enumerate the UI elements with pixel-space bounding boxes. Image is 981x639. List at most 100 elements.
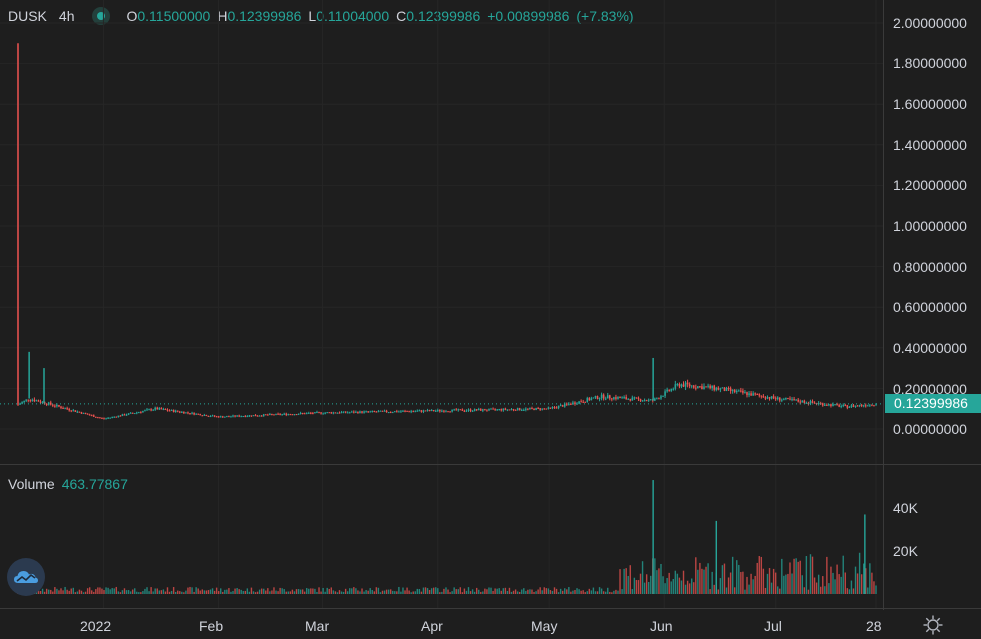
candle-body	[181, 411, 183, 413]
volume-bar	[160, 590, 163, 594]
volume-bar	[541, 590, 543, 594]
volume-bar	[168, 591, 171, 594]
volume-bar	[285, 591, 287, 594]
volume-bar	[195, 587, 197, 594]
candle-body	[242, 416, 245, 418]
candle-body	[404, 410, 406, 412]
volume-bar	[570, 591, 572, 594]
volume-bar	[332, 590, 335, 594]
volume-bar	[779, 588, 781, 594]
candle-body	[17, 404, 19, 406]
candle-body	[27, 399, 30, 401]
volume-bar	[396, 591, 398, 594]
candle-body	[68, 409, 70, 411]
price-chart-canvas[interactable]	[0, 0, 883, 608]
volume-bar	[555, 588, 558, 594]
candle-body	[150, 409, 152, 411]
candle-body	[326, 412, 329, 414]
candle-body	[772, 396, 775, 399]
gear-icon[interactable]	[922, 614, 944, 636]
candle-body	[602, 394, 605, 399]
candle-body	[297, 414, 300, 416]
volume-bar	[658, 568, 660, 594]
candle-body	[406, 410, 408, 412]
price-tick: 0.20000000	[893, 381, 967, 397]
volume-bar	[625, 568, 627, 594]
volume-bar	[398, 586, 400, 594]
candle-body	[832, 404, 834, 407]
candle-body	[305, 413, 308, 415]
volume-bar	[64, 586, 66, 594]
volume-bar	[60, 588, 62, 594]
candle-body	[803, 400, 806, 403]
candle-body	[250, 415, 253, 417]
volume-bar	[328, 588, 330, 594]
volume-bar	[424, 587, 427, 594]
volume-bar	[445, 587, 447, 594]
candle-body	[770, 396, 773, 399]
volume-bar	[279, 587, 281, 594]
candle-body	[109, 417, 111, 419]
candle-body	[541, 408, 544, 410]
candle-body	[443, 410, 445, 412]
volume-bar	[752, 579, 754, 594]
volume-bar	[371, 590, 373, 594]
volume-bar	[74, 592, 77, 594]
volume-bar	[828, 583, 830, 594]
candle-body	[459, 409, 462, 411]
tradingview-logo-icon[interactable]	[7, 558, 45, 596]
volume-bar	[670, 581, 672, 594]
volume-bar	[805, 556, 808, 594]
close-value: 0.12399986	[406, 8, 481, 24]
volume-bar	[338, 590, 341, 594]
candle-body	[678, 384, 681, 387]
candle-body	[801, 400, 804, 403]
candle-body	[174, 410, 177, 413]
candle-body	[162, 408, 165, 410]
candle-body	[838, 404, 840, 407]
volume-bar	[39, 591, 42, 594]
candle-body	[787, 397, 789, 399]
volume-bar	[551, 590, 554, 594]
volume-bar	[439, 592, 441, 594]
candle-body	[336, 412, 339, 414]
candle-body	[396, 411, 398, 413]
candle-body	[90, 415, 93, 417]
candle-body	[817, 403, 820, 405]
candle-body	[840, 406, 842, 408]
timeframe-label[interactable]: 4h	[58, 8, 75, 24]
volume-bar	[459, 587, 462, 594]
volume-bar	[754, 575, 756, 594]
candle-body	[461, 409, 464, 411]
volume-bar	[375, 587, 378, 594]
candle-body	[762, 396, 765, 398]
volume-bar	[244, 590, 246, 594]
volume-bar	[203, 590, 206, 594]
candle-body	[733, 389, 736, 393]
volume-bar	[82, 592, 85, 594]
candle-body	[479, 409, 482, 411]
candle-body	[764, 397, 767, 399]
pane-divider[interactable]	[0, 464, 981, 465]
volume-bar	[127, 590, 130, 594]
volume-legend: Volume 463.77867	[8, 476, 128, 492]
candle-body	[88, 414, 91, 416]
candle-body	[84, 412, 87, 414]
candle-body	[660, 396, 662, 399]
market-status-icon[interactable]	[92, 7, 111, 25]
volume-bar	[289, 591, 292, 594]
symbol-name[interactable]: DUSK	[8, 8, 47, 24]
candle-body	[658, 398, 660, 400]
candle-body	[713, 385, 716, 390]
candle-body	[138, 412, 140, 414]
volume-bar	[115, 586, 117, 594]
volume-bar	[299, 589, 302, 594]
candle-body	[631, 397, 634, 401]
candle-body	[633, 397, 636, 399]
volume-bar	[695, 557, 697, 594]
volume-bar	[600, 588, 603, 594]
volume-bar	[336, 592, 339, 594]
candle-body	[49, 402, 52, 405]
candle-body	[744, 392, 746, 394]
volume-bar	[181, 591, 183, 594]
